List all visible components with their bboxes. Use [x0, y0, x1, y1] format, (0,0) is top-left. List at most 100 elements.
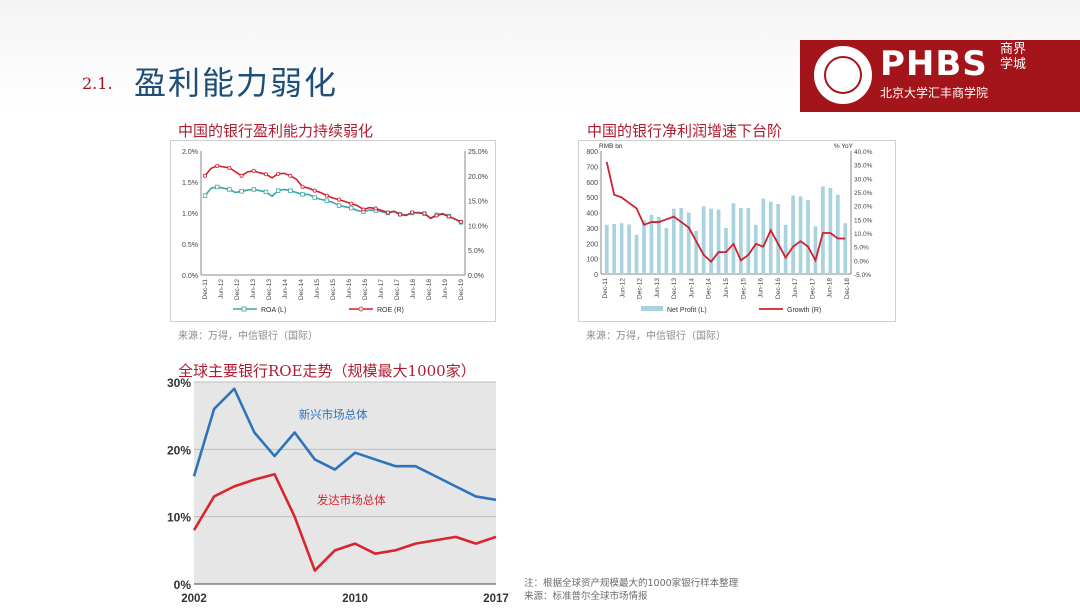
x-tick-label: Jun-12 [619, 278, 626, 298]
roa-point [202, 193, 208, 198]
y-right-tick-label: 30.0% [854, 176, 873, 183]
roe-point [349, 201, 354, 206]
net-profit-bar [612, 224, 617, 274]
roe-point [239, 173, 244, 178]
y-left-tick-label: 300 [586, 226, 598, 233]
net-profit-bar [664, 227, 669, 274]
y-tick-label: 10% [167, 511, 191, 525]
y-left-tick-label: 2.0% [182, 149, 198, 156]
y-right-tick-label: 15.0% [468, 199, 488, 206]
roa-point [288, 188, 293, 193]
net-profit-bar [604, 224, 609, 274]
y-left-tick-label: 1.0% [182, 211, 198, 218]
y-left-tick-label: 400 [586, 211, 598, 218]
chart2-panel: RMB bn % YoY 0 100 200 300 400 500 600 700 800 -5.0… [578, 140, 896, 322]
x-tick-label: Dec-18 [844, 278, 851, 299]
y-left-tick-label: 600 [586, 180, 598, 187]
roa-point [349, 205, 354, 211]
series-line-1 [192, 472, 497, 572]
chart3-source: 来源：标准普尔全球市场情报 [524, 591, 648, 602]
legend-label-roa: ROA (L) [261, 307, 286, 314]
legend-swatch-net-profit [641, 306, 663, 311]
x-tick-label: Dec-13 [266, 279, 273, 300]
y-left-tick-label: 800 [586, 149, 598, 156]
roa-point [300, 192, 305, 197]
net-profit-bar [686, 212, 691, 274]
roe-point [398, 212, 403, 217]
x-tick-label: Jun-13 [654, 278, 661, 298]
roe-point [446, 214, 451, 219]
net-profit-bar [776, 204, 781, 274]
y-left-tick-label: 200 [586, 241, 598, 248]
roe-point [324, 193, 329, 198]
net-profit-bar [746, 207, 751, 274]
net-profit-bar [835, 194, 840, 274]
roe-point [300, 184, 305, 189]
y-right-tick-label: 25.0% [468, 149, 488, 156]
x-tick-label: 2010 [342, 593, 368, 605]
roe-point [337, 197, 342, 202]
roe-point [422, 211, 427, 216]
series-label-1: 发达市场总体 [317, 493, 386, 507]
y-left-tick-label: 100 [586, 257, 598, 264]
roe-point [251, 168, 256, 173]
net-profit-bar [806, 200, 810, 274]
y-right-tick-label: 0.0% [854, 258, 869, 265]
x-tick-label: Dec-14 [298, 279, 305, 300]
roa-point [312, 195, 317, 200]
roe-point [227, 165, 232, 170]
roe-point [410, 210, 415, 215]
x-tick-label: Jun-15 [314, 279, 321, 299]
x-tick-label: Jun-17 [378, 279, 385, 299]
legend-marker-roe [358, 306, 364, 312]
y-right-tick-label: 10.0% [468, 223, 488, 230]
y-left-tick-label: 700 [586, 164, 598, 171]
net-profit-bar [828, 187, 833, 274]
logo-text: PHBS [880, 44, 988, 84]
net-profit-bar [649, 214, 654, 274]
y-left-tick-label: 0 [594, 272, 598, 279]
x-tick-label: Jun-19 [442, 279, 449, 299]
x-tick-label: Dec-15 [330, 279, 337, 300]
y-tick-label: 20% [167, 443, 191, 457]
roe-point [215, 163, 220, 168]
logo-subtitle: 北京大学汇丰商学院 [880, 86, 989, 100]
x-tick-label: Jun-15 [723, 278, 730, 298]
x-tick-label: Jun-12 [218, 279, 225, 299]
roa-point [251, 187, 256, 192]
net-profit-bar [671, 208, 676, 274]
x-tick-label: Dec-17 [394, 279, 401, 300]
logo-script: 商界学城 [1000, 42, 1027, 72]
x-tick-label: Dec-19 [458, 279, 465, 300]
roe-point [276, 171, 281, 176]
net-profit-bar [783, 224, 788, 274]
x-tick-label: Jun-17 [792, 278, 799, 298]
roe-point [434, 213, 439, 218]
x-tick-label: Dec-15 [740, 278, 747, 299]
x-tick-label: Dec-14 [706, 278, 713, 299]
legend-label-net-profit: Net Profit (L) [667, 307, 707, 314]
net-profit-bar [813, 226, 818, 274]
roa-point [275, 188, 281, 193]
chart1-panel: 0.0% 0.5% 1.0% 1.5% 2.0% 0.0% 5.0% 10.0% 15.0% 20… [170, 140, 496, 322]
net-profit-bar [619, 223, 624, 274]
y-right-tick-label: 20.0% [854, 204, 873, 211]
chart1-source: 来源：万得，中信银行（国际） [178, 331, 318, 342]
y-left-tick-label: 500 [586, 195, 598, 202]
y-right-tick-label: 40.0% [854, 149, 873, 156]
growth-line [605, 161, 846, 264]
net-profit-bar [657, 217, 661, 274]
legend-label-growth: Growth (R) [787, 307, 821, 314]
roa-point [324, 198, 330, 203]
x-tick-label: Dec-13 [671, 278, 678, 299]
chart1-title: 中国的银行盈利能力持续弱化 [178, 122, 374, 140]
y-right-tick-label: 5.0% [468, 248, 484, 255]
chart2-source: 来源：万得，中信银行（国际） [586, 331, 726, 342]
y-right-tick-label: 0.0% [468, 273, 484, 280]
x-tick-label: Dec-12 [234, 279, 241, 300]
university-seal-icon [812, 44, 874, 106]
roe-point [361, 207, 366, 212]
y-right-tick-label: 10.0% [854, 231, 873, 238]
y-right-tick-label: 5.0% [854, 245, 869, 252]
